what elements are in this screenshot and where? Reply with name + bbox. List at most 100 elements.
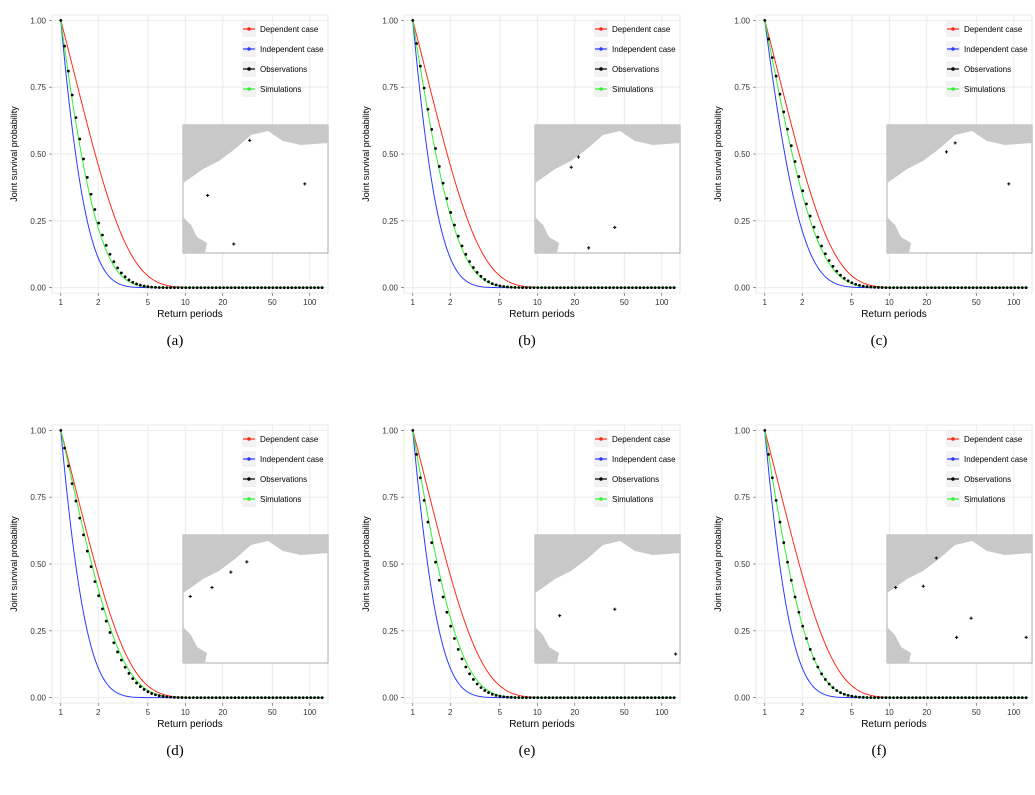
inset-land-top <box>535 535 680 593</box>
observation-point <box>218 696 222 700</box>
observation-point <box>180 696 184 699</box>
y-tick-label: 1.00 <box>30 426 46 435</box>
observation-point <box>188 286 191 290</box>
observation-point <box>297 696 301 700</box>
observation-point <box>521 286 525 289</box>
observation-point <box>555 286 559 290</box>
observation-point <box>309 696 313 700</box>
observation-point <box>831 264 835 268</box>
observation-point <box>85 176 89 179</box>
observation-point <box>615 286 619 290</box>
observation-point <box>540 286 543 290</box>
observation-point <box>638 286 642 290</box>
observation-point <box>562 286 566 290</box>
observation-point <box>895 696 899 700</box>
observation-point <box>854 695 858 699</box>
observation-point <box>316 286 320 290</box>
observation-point <box>888 696 892 700</box>
observation-point <box>877 286 880 289</box>
legend-marker <box>951 47 955 51</box>
legend-label: Dependent case <box>964 435 1023 444</box>
observation-point <box>892 286 895 290</box>
observation-point <box>665 696 668 700</box>
observation-point <box>464 252 468 256</box>
observation-point <box>494 283 498 287</box>
x-axis-title: Return periods <box>861 309 927 320</box>
observation-point <box>850 694 854 698</box>
chart-svg-d: 1 2 5 10 20 50 100 0.00 0.25 0.50 0.75 1.00 Return p… <box>9 424 329 730</box>
y-tick-label: 0.25 <box>734 627 750 636</box>
x-tick-label: 20 <box>218 298 227 307</box>
observation-point <box>952 286 956 290</box>
observation-point <box>89 192 93 196</box>
observation-point <box>892 696 895 700</box>
observation-point <box>668 286 672 290</box>
chart-panel-b: 1 2 5 10 20 50 100 0.00 0.25 0.50 0.75 1.00 Return p… <box>357 5 697 385</box>
observation-point <box>282 696 286 700</box>
observation-point <box>184 696 188 700</box>
observation-point <box>774 499 778 502</box>
station-marker <box>576 155 581 159</box>
observation-point <box>816 235 820 239</box>
observation-point <box>93 208 97 211</box>
observation-point <box>233 696 237 700</box>
observation-point <box>861 695 865 699</box>
observation-point <box>222 696 226 700</box>
observation-point <box>930 696 933 700</box>
y-tick-label: 0.25 <box>30 217 46 226</box>
observation-point <box>453 223 456 227</box>
observation-point <box>104 243 108 247</box>
observation-point <box>604 696 608 700</box>
observation-point <box>157 286 161 289</box>
y-tick-label: 0.00 <box>734 284 750 293</box>
observation-point <box>127 278 131 282</box>
legend-label: Dependent case <box>260 435 319 444</box>
observation-point <box>820 244 823 248</box>
observation-point <box>157 694 161 698</box>
observation-point <box>188 696 191 700</box>
observation-point <box>979 286 983 290</box>
observation-point <box>808 214 812 218</box>
observation-point <box>922 696 926 700</box>
observation-point <box>203 286 207 290</box>
x-tick-label: 50 <box>268 708 277 717</box>
observation-point <box>672 696 676 700</box>
observation-point <box>471 266 475 269</box>
observation-point <box>59 428 63 432</box>
observation-point <box>907 696 911 700</box>
observation-point <box>627 286 631 290</box>
station-marker <box>1024 635 1028 639</box>
observation-point <box>547 696 551 700</box>
observation-point <box>770 56 774 60</box>
observation-point <box>846 279 850 283</box>
observation-point <box>82 157 85 161</box>
inset-map <box>886 124 1033 254</box>
observation-point <box>490 282 494 286</box>
observation-point <box>593 696 596 700</box>
x-tick-label: 2 <box>448 298 453 307</box>
caption-a: (a) <box>166 333 184 349</box>
observation-point <box>169 286 173 290</box>
observation-point <box>634 286 638 290</box>
x-tick-label: 1 <box>411 298 416 307</box>
observation-point <box>146 285 150 289</box>
y-tick-label: 0.25 <box>382 217 398 226</box>
observation-point <box>627 696 631 700</box>
observation-point <box>842 692 846 696</box>
station-marker <box>206 193 210 197</box>
observation-point <box>123 665 127 669</box>
observation-point <box>763 18 767 22</box>
observation-point <box>490 692 494 696</box>
y-tick-label: 0.25 <box>734 217 750 226</box>
caption-d: (d) <box>166 743 184 759</box>
x-tick-label: 10 <box>181 708 190 717</box>
legend-marker <box>247 477 251 481</box>
observation-point <box>294 696 297 700</box>
legend-label: Independent case <box>260 45 324 54</box>
observation-point <box>434 560 437 564</box>
legend-label: Independent case <box>260 455 324 464</box>
observation-point <box>1020 286 1024 290</box>
observation-point <box>517 696 521 699</box>
observation-point <box>589 696 593 700</box>
observation-point <box>430 541 434 545</box>
